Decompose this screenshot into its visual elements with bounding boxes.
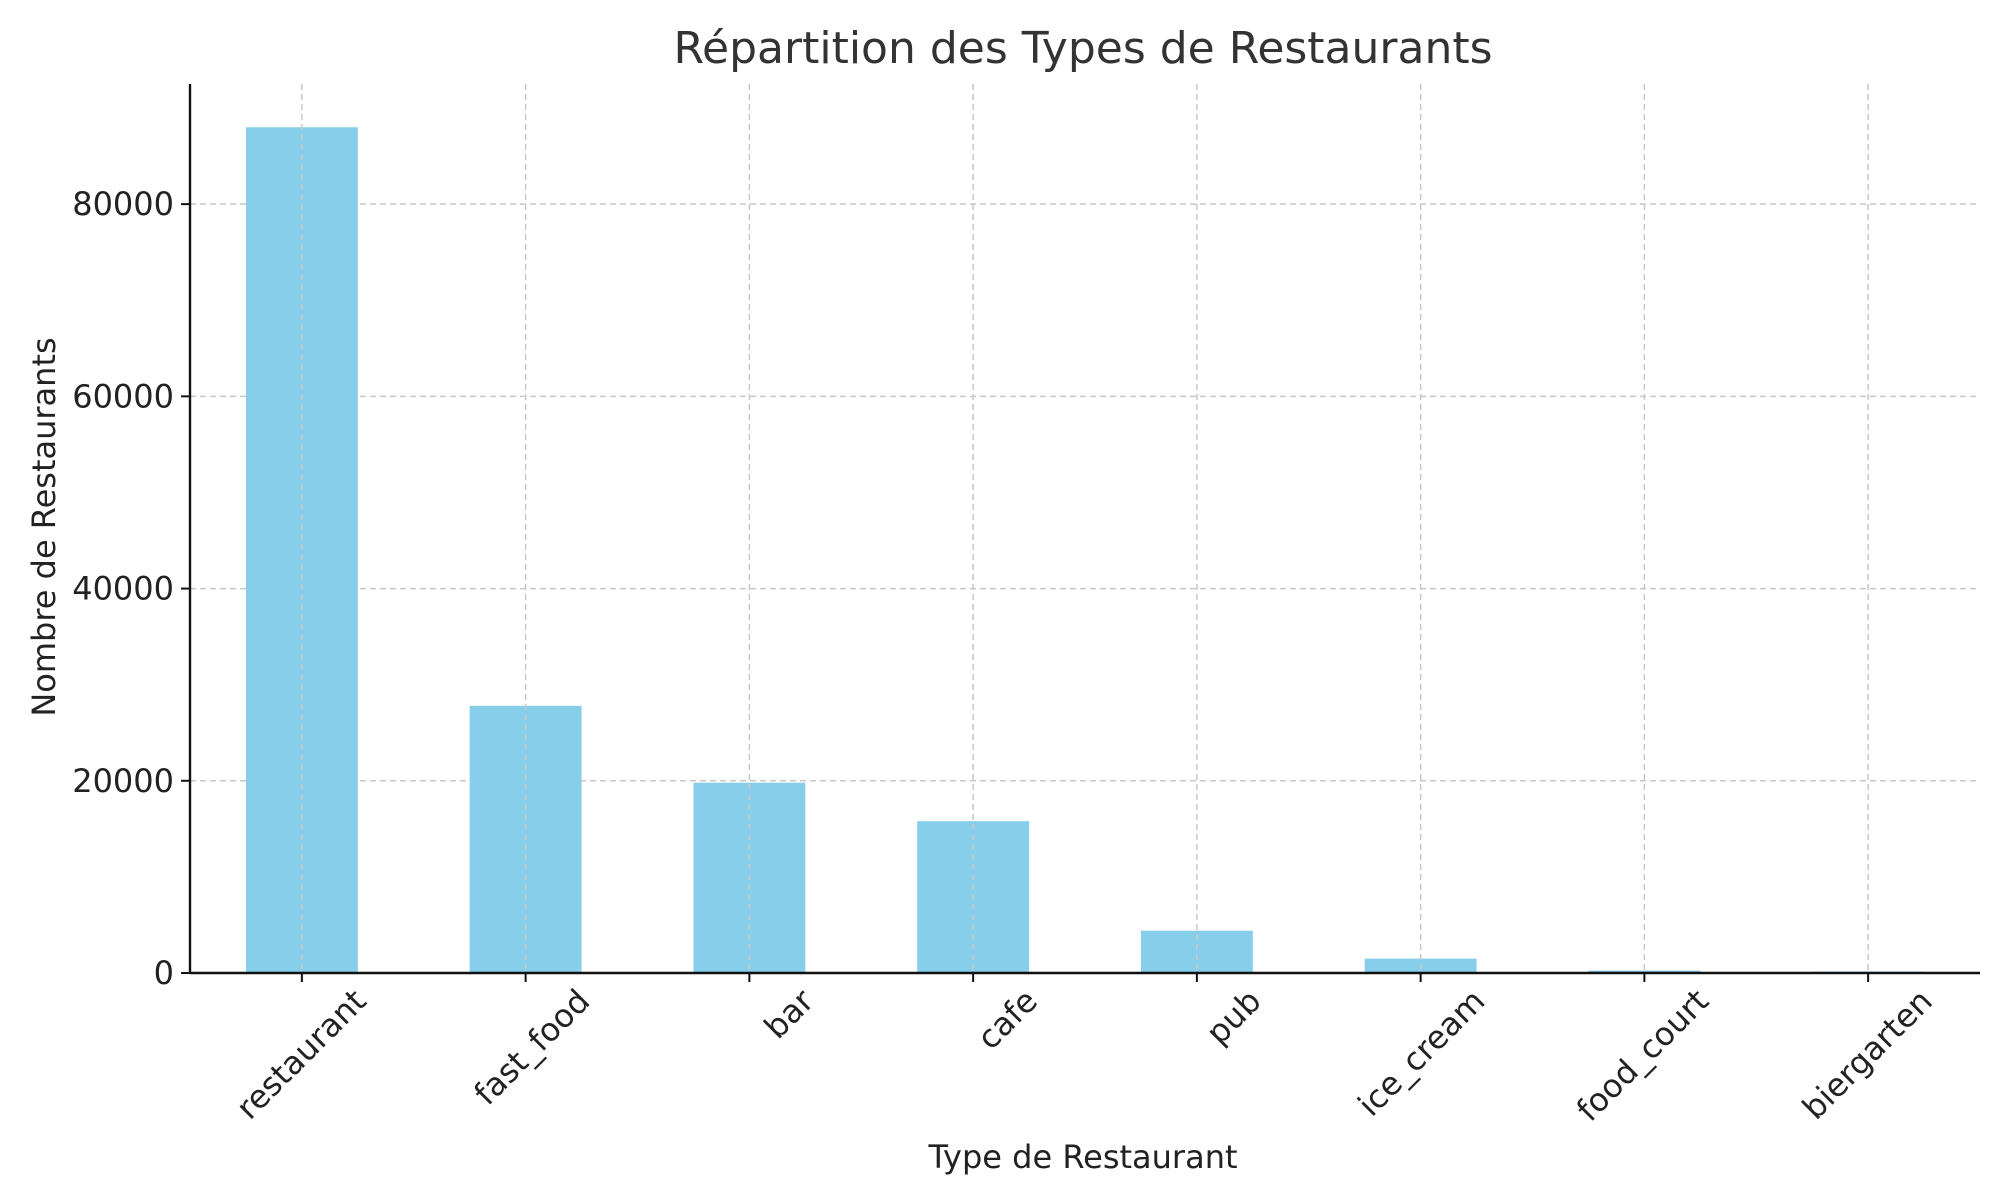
y-axis-label: Nombre de Restaurants: [25, 337, 63, 716]
x-tick-label-food_court: food_court: [1569, 982, 1716, 1129]
x-axis-label: Type de Restaurant: [927, 1138, 1237, 1176]
bar-food_court: [1588, 970, 1701, 973]
bars-layer: [245, 84, 1925, 973]
y-tick-label-1: 20000: [72, 762, 174, 800]
grid-layer: [190, 203, 1980, 782]
y-tick-label-3: 60000: [72, 377, 174, 415]
x-tick-label-cafe: cafe: [970, 982, 1045, 1057]
y-tick-label-2: 40000: [72, 570, 174, 608]
axes-layer: [188, 84, 1980, 975]
x-tick-label-biergarten: biergarten: [1795, 982, 1940, 1127]
x-tick-label-pub: pub: [1199, 982, 1269, 1052]
x-tick-label-ice_cream: ice_cream: [1350, 982, 1492, 1124]
x-tick-label-fast_food: fast_food: [467, 982, 598, 1113]
x-tick-label-restaurant: restaurant: [229, 982, 374, 1127]
x-tick-label-bar: bar: [757, 981, 822, 1046]
y-tick-label-0: 0: [154, 954, 174, 992]
y-tick-label-4: 80000: [72, 185, 174, 223]
chart-title: Répartition des Types de Restaurants: [673, 23, 1492, 74]
